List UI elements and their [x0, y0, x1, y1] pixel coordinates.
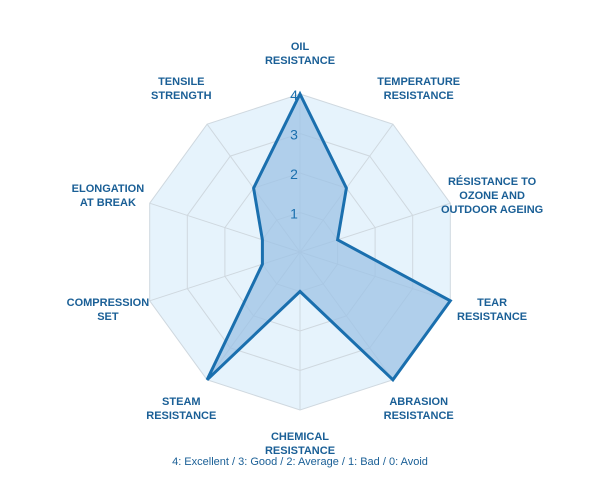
- axis-label-line: TEAR: [477, 297, 507, 309]
- axis-label-line: ABRASION: [389, 396, 448, 408]
- axis-label-line: STRENGTH: [151, 90, 212, 102]
- tick-layer: 1 2 3 4: [290, 87, 298, 222]
- axis-label-line: TENSILE: [158, 76, 204, 88]
- axis-label-8: COMPRESSION SET: [67, 297, 150, 323]
- axis-label-9: ELONGATION AT BREAK: [72, 183, 145, 209]
- axis-label-line: STEAM: [162, 396, 201, 408]
- axis-label-2: TEMPERATURE RESISTANCE: [377, 76, 460, 102]
- tick-label-1: 1: [290, 206, 298, 222]
- axis-label-layer: OIL RESISTANCE TEMPERATURE RESISTANCE RÉSIST…: [67, 41, 544, 457]
- axis-label-7: STEAM RESISTANCE: [146, 396, 216, 422]
- tick-label-2: 2: [290, 166, 298, 182]
- axis-label-line: OIL: [291, 41, 310, 53]
- axis-label-line: ELONGATION: [72, 183, 145, 195]
- axis-label-line: CHEMICAL: [271, 431, 329, 443]
- axis-label-line: OZONE AND: [459, 190, 525, 202]
- axis-label-line: RESISTANCE: [265, 445, 335, 457]
- axis-label-4: TEAR RESISTANCE: [457, 297, 527, 323]
- axis-label-line: RESISTANCE: [384, 90, 454, 102]
- axis-label-line: RESISTANCE: [265, 55, 335, 67]
- axis-label-line: OUTDOOR AGEING: [441, 204, 543, 216]
- axis-label-line: TEMPERATURE: [377, 76, 460, 88]
- axis-label-line: COMPRESSION: [67, 297, 150, 309]
- tick-label-4: 4: [290, 87, 298, 103]
- chart-legend: 4: Excellent / 3: Good / 2: Average / 1:…: [172, 456, 428, 468]
- axis-label-6: CHEMICAL RESISTANCE: [265, 431, 335, 457]
- axis-label-line: RESISTANCE: [384, 410, 454, 422]
- series-layer: [205, 90, 453, 383]
- axis-label-line: RESISTANCE: [146, 410, 216, 422]
- axis-label-line: AT BREAK: [80, 197, 136, 209]
- axis-label-line: RÉSISTANCE TO: [448, 175, 537, 188]
- tick-label-3: 3: [290, 127, 298, 143]
- axis-label-line: RESISTANCE: [457, 311, 527, 323]
- axis-label-line: SET: [97, 311, 119, 323]
- axis-label-3: RÉSISTANCE TO OZONE AND OUTDOOR AGEING: [441, 175, 543, 216]
- axis-label-5: ABRASION RESISTANCE: [384, 396, 454, 422]
- axis-label-1: OIL RESISTANCE: [265, 41, 335, 67]
- axis-label-10: TENSILE STRENGTH: [151, 76, 212, 102]
